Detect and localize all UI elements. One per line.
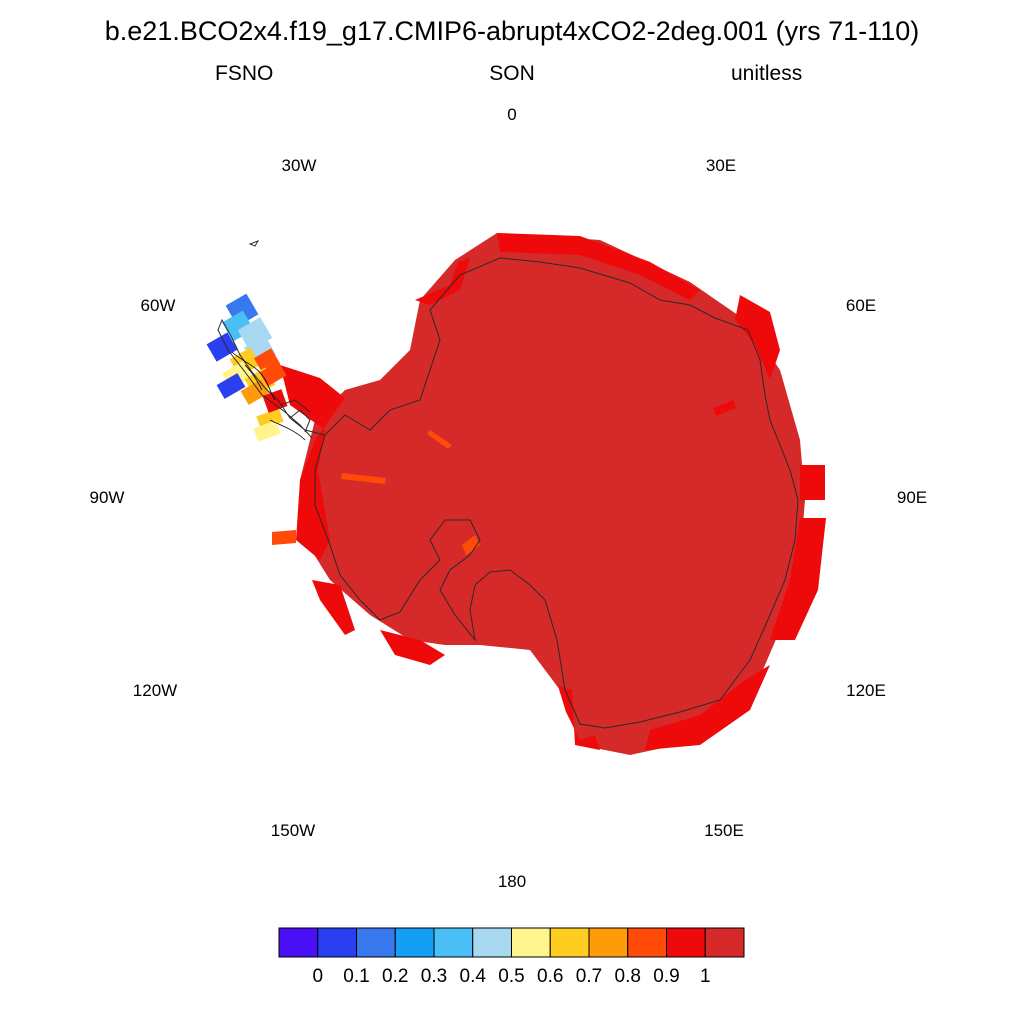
variable-name: FSNO	[215, 62, 274, 85]
lon-label-90w: 90W	[90, 488, 125, 507]
colorbar-box	[511, 927, 551, 958]
lon-label-150e: 150E	[704, 821, 744, 840]
colorbar-label: 0.3	[421, 966, 447, 987]
island-1	[248, 240, 260, 247]
field-edge-e	[800, 465, 825, 500]
colorbar-box	[278, 927, 319, 958]
streak-5	[272, 530, 296, 545]
lon-label-180: 180	[498, 872, 526, 891]
lon-label-30w: 30W	[282, 156, 317, 175]
contour-3	[269, 419, 306, 441]
colorbar-box	[627, 927, 667, 958]
field-edge-se	[645, 665, 770, 750]
colorbar-label: 0	[312, 966, 323, 987]
cell	[262, 389, 288, 413]
cell	[240, 379, 270, 405]
lon-label-150w: 150W	[271, 821, 315, 840]
field-edge-ne	[735, 295, 780, 380]
plot-title: b.e21.BCO2x4.f19_g17.CMIP6-abrupt4xCO2-2…	[104, 16, 920, 46]
field-edge-w	[312, 580, 355, 635]
peninsula-cells	[206, 293, 288, 442]
lon-label-30e: 30E	[706, 156, 736, 175]
contour-2	[244, 364, 263, 391]
colorbar-label: 0.8	[615, 966, 641, 987]
contour-lines	[231, 351, 306, 441]
field-edge-e2	[770, 518, 826, 640]
field-interior	[300, 233, 805, 755]
colorbar: 0 0.1 0.2 0.3 0.4 0.5 0.6 0.7 0.8 0.9 1	[278, 927, 745, 987]
colorbar-label: 1	[700, 966, 711, 987]
lon-label-120e: 120E	[846, 681, 886, 700]
cell	[256, 408, 284, 430]
colorbar-box	[433, 927, 474, 958]
cell	[259, 361, 287, 387]
season-label: SON	[489, 62, 535, 85]
streak-3	[462, 535, 480, 555]
colorbar-box	[317, 927, 357, 958]
field-edge-s	[558, 686, 600, 750]
colorbar-box	[394, 927, 435, 958]
colorbar-box	[588, 927, 629, 958]
streak-1	[341, 473, 386, 484]
cell	[216, 373, 246, 399]
colorbar-box	[549, 927, 590, 958]
coastline-peninsula	[217, 318, 326, 439]
colorbar-label: 0.2	[382, 966, 408, 987]
contour-1	[231, 351, 276, 401]
colorbar-label: 0.4	[460, 966, 487, 987]
lon-label-90e: 90E	[897, 488, 927, 507]
colorbar-box	[704, 927, 745, 958]
streak-4	[713, 400, 736, 416]
streak-2	[427, 430, 452, 449]
cell	[253, 420, 281, 442]
antarctica-field	[272, 233, 826, 755]
field-edge-n	[497, 233, 700, 300]
colorbar-label: 0.7	[576, 966, 602, 987]
colorbar-box	[472, 927, 512, 958]
coastline-ice-shelf	[279, 399, 311, 433]
field-edge-nw	[415, 258, 470, 305]
lon-label-60w: 60W	[141, 296, 176, 315]
colorbar-label: 0.6	[537, 966, 563, 987]
lon-label-120w: 120W	[133, 681, 177, 700]
colorbar-box	[666, 927, 706, 958]
field-edge-peninsula	[280, 365, 345, 560]
coastline-main	[314, 257, 799, 729]
colorbar-label: 0.9	[653, 966, 679, 987]
colorbar-box	[356, 927, 396, 958]
coastline	[217, 240, 799, 729]
colorbar-label: 0.1	[343, 966, 369, 987]
field-edge-sw	[380, 630, 445, 665]
units-label: unitless	[731, 62, 803, 85]
cell	[206, 332, 238, 362]
lon-label-60e: 60E	[846, 296, 876, 315]
colorbar-label: 0.5	[498, 966, 524, 987]
lon-label-0: 0	[507, 105, 516, 124]
